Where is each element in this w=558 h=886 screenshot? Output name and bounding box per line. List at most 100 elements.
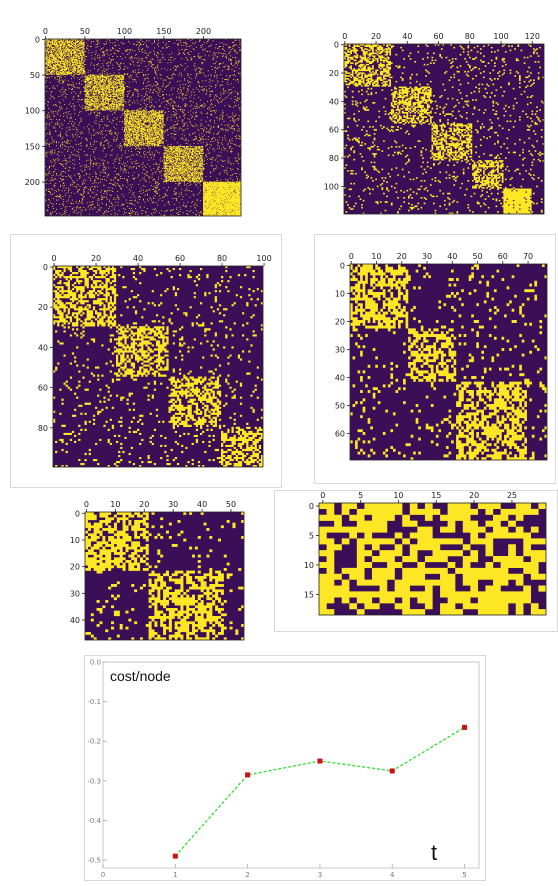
- y-tick-label: -0.4: [87, 817, 101, 825]
- y-tick-label: 30: [70, 589, 80, 598]
- x-tick-label: 50: [226, 500, 236, 509]
- y-tick-label: 80: [329, 154, 339, 163]
- y-tick-label: 100: [25, 107, 40, 116]
- x-tick-label: 100: [256, 254, 271, 263]
- x-tick-label: 20: [469, 491, 479, 500]
- x-tick-label: 10: [110, 500, 120, 509]
- x-tick-label: 0: [349, 252, 354, 261]
- x-tick-label: 0: [52, 254, 57, 263]
- cost-series-line: [174, 726, 465, 857]
- x-tick-label: 20: [91, 254, 101, 263]
- y-tick-label: 60: [335, 429, 345, 438]
- y-tick-label: 15: [304, 590, 314, 599]
- heatmap-2: 0 20 40 60 80 100 120 0 20 40 60 80 100: [324, 32, 545, 215]
- heatmap-panel-4: 0 10 20 30 40 50 60 70 0 10 20 30 40 50 60: [314, 234, 556, 484]
- y-tick-label: 50: [30, 71, 40, 80]
- y-tick-label: 80: [38, 424, 48, 433]
- heatmap-4: 0 10 20 30 40 50 60 70 0 10 20 30 40 50 60: [335, 252, 548, 461]
- x-tick-label: 2: [245, 871, 249, 879]
- x-tick-label: 40: [447, 252, 457, 261]
- y-tick-label: 40: [38, 343, 48, 352]
- y-tick-label: 100: [324, 182, 339, 191]
- heatmap-3: 0 20 40 60 80 100 0 20 40 60 80: [38, 254, 272, 468]
- y-tick-label: 0: [334, 41, 339, 50]
- y-tick-label: -0.5: [87, 857, 101, 865]
- heatmap-cells: [350, 264, 548, 461]
- x-tick-label: 4: [390, 871, 395, 879]
- x-tick-label: 30: [168, 500, 178, 509]
- x-tick-label: 100: [493, 32, 508, 41]
- x-tick-label: 0: [342, 32, 347, 41]
- y-tick-label: 60: [38, 384, 48, 393]
- heatmap-5: 0 10 20 30 40 50 0 10 20 30 40: [70, 500, 245, 641]
- x-axis-label: t: [431, 840, 437, 865]
- heatmap-panel-1: 0 50 100 150 200 0 50 100 150 200: [8, 8, 252, 230]
- y-tick-label: 10: [335, 289, 345, 298]
- heatmap-frame: [318, 502, 547, 616]
- x-tick-label: 60: [175, 254, 185, 263]
- x-tick-label: 100: [117, 27, 132, 36]
- x-tick-label: 30: [422, 252, 432, 261]
- y-tick-label: 0: [43, 263, 48, 272]
- heatmap-cells: [344, 44, 545, 215]
- y-tick-label: 5: [309, 531, 314, 540]
- heatmap-filled-cells: [85, 512, 245, 641]
- heatmap-cells: [85, 512, 245, 641]
- y-tick-label: 0: [340, 261, 345, 270]
- data-point: [462, 724, 468, 730]
- x-tick-label: 40: [402, 32, 412, 41]
- x-tick-label: 15: [431, 491, 441, 500]
- data-point: [389, 768, 395, 774]
- heatmap-6: 0 5 10 15 20 25 0 5 10 15: [304, 491, 547, 616]
- x-tick-label: 150: [156, 27, 171, 36]
- heatmap-frame: [52, 265, 264, 468]
- y-tick-label: 30: [335, 345, 345, 354]
- heatmap-cells: [53, 266, 264, 468]
- heatmap-panel-6: 0 5 10 15 20 25 0 5 10 15: [274, 490, 558, 632]
- y-tick-label: 40: [329, 97, 339, 106]
- y-tick-label: 0: [309, 502, 314, 511]
- heatmap-filled-cells: [53, 266, 264, 468]
- plot-frame: [102, 661, 480, 869]
- x-tick-label: 3: [318, 871, 322, 879]
- x-tick-label: 70: [523, 252, 533, 261]
- x-tick-label: 0: [101, 871, 105, 879]
- heatmap-1: 0 50 100 150 200 0 50 100 150 200: [25, 27, 242, 217]
- heatmap-frame: [84, 511, 245, 641]
- x-tick-label: 40: [133, 254, 143, 263]
- x-tick-label: 1: [173, 871, 177, 879]
- y-tick-label: 0.0: [90, 659, 101, 667]
- x-tick-label: 20: [397, 252, 407, 261]
- data-point: [245, 772, 251, 778]
- x-tick-label: 200: [196, 27, 211, 36]
- cost-chart-panel: cost/node t 0 1 2 3 4 5 0.0 -0.1 -0.2 -0.3 -0.4 -0.…: [84, 655, 486, 881]
- heatmap-cells: [45, 39, 242, 217]
- x-tick-label: 20: [371, 32, 381, 41]
- x-tick-label: 120: [525, 32, 540, 41]
- y-tick-label: -0.3: [87, 777, 101, 785]
- y-tick-label: 40: [335, 373, 345, 382]
- x-tick-label: 25: [507, 491, 517, 500]
- x-tick-label: 80: [465, 32, 475, 41]
- y-tick-label: 0: [75, 509, 80, 518]
- y-tick-label: 20: [329, 69, 339, 78]
- heatmap-filled-cells: [319, 503, 547, 616]
- y-tick-label: 10: [304, 561, 314, 570]
- heatmap-filled-cells: [344, 44, 545, 215]
- y-axis-label: cost/node: [110, 668, 171, 684]
- x-tick-label: 0: [84, 500, 89, 509]
- x-tick-label: 50: [472, 252, 482, 261]
- heatmap-panel-2: 0 20 40 60 80 100 120 0 20 40 60 80 100: [318, 14, 550, 224]
- y-tick-label: 40: [70, 616, 80, 625]
- heatmap-filled-cells: [350, 264, 548, 461]
- heatmap-frame: [343, 43, 545, 215]
- x-tick-label: 80: [217, 254, 227, 263]
- y-tick-label: -0.2: [87, 738, 101, 746]
- data-point: [172, 853, 178, 859]
- x-tick-label: 0: [320, 491, 325, 500]
- heatmap-panel-3: 0 20 40 60 80 100 0 20 40 60 80: [10, 234, 282, 488]
- y-tick-label: 10: [70, 536, 80, 545]
- heatmap-cells: [319, 503, 547, 616]
- y-tick-label: -0.1: [87, 698, 101, 706]
- x-tick-label: 20: [139, 500, 149, 509]
